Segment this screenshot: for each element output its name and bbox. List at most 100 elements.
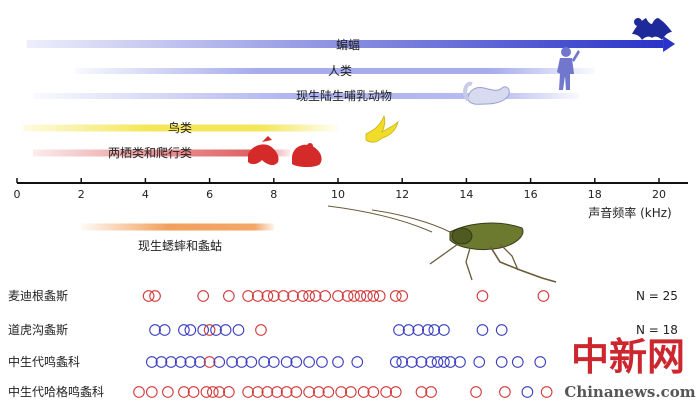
data-point-2-23 [425,356,437,368]
data-point-1-1 [158,324,171,336]
data-point-3-12 [271,386,283,398]
data-point-0-1 [149,290,161,302]
data-point-0-22 [396,290,409,302]
squirrel-silhouette-icon [463,81,510,105]
x-tick-label-4: 4 [142,188,149,201]
data-point-3-17 [322,386,335,398]
data-point-2-20 [396,356,409,368]
data-point-3-28 [521,386,534,398]
x-axis-title: 声音频率 (kHz) [588,205,671,220]
range-arrowhead [663,36,676,52]
data-point-3-11 [261,386,274,398]
data-point-2-19 [389,356,402,368]
data-point-3-2 [162,386,174,398]
data-point-2-4 [184,356,197,368]
data-point-3-25 [425,386,437,398]
data-point-0-17 [354,290,367,302]
human-silhouette-icon [557,47,580,90]
bat-silhouette-icon [632,18,672,40]
data-point-0-10 [296,290,309,302]
data-point-3-1 [145,386,158,398]
data-point-2-6 [203,356,216,368]
x-axis: 0 2 4 6 8 10 12 14 16 18 20 声音频率 (kHz) [14,178,688,220]
data-point-2-31 [534,356,547,368]
x-tick-label-20: 20 [652,188,666,201]
bird-silhouette-icon [365,114,399,143]
range-label-2: 现生陆生哺乳动物 [296,88,392,103]
data-point-2-21 [405,356,418,368]
frog-lizard-silhouette-icon [248,136,322,167]
data-point-3-22 [380,386,393,398]
data-point-2-3 [174,356,187,368]
watermark-brand-en: Chinanews.com [564,383,695,401]
data-point-0-8 [277,290,290,302]
range-label-3: 鸟类 [168,120,192,135]
range-band-2 [33,93,579,99]
series-n-label-0: N = 25 [636,289,678,303]
range-label-0: 蝙蝠 [336,37,360,52]
data-point-2-7 [213,356,226,368]
data-point-0-2 [197,290,210,302]
data-point-0-3 [223,290,235,302]
x-tick-label-2: 2 [78,188,85,201]
data-point-0-18 [361,290,373,302]
data-point-1-5 [203,324,216,336]
data-point-0-4 [242,290,254,302]
series-label-2: 中生代鸣螽科 [8,354,80,369]
data-point-3-6 [206,386,219,398]
data-point-0-19 [367,290,380,302]
data-point-3-15 [303,386,315,398]
data-point-3-8 [223,386,235,398]
data-point-0-16 [348,290,360,302]
data-point-3-24 [415,386,428,398]
data-point-1-8 [232,324,245,336]
katydid-illustration-icon [327,205,557,283]
range-label-5: 现生蟋蟀和螽蛄 [138,238,222,253]
data-point-1-15 [438,324,450,336]
data-point-0-13 [319,290,332,302]
data-point-3-4 [187,386,200,398]
data-point-3-0 [133,386,145,398]
data-point-3-7 [213,386,226,398]
animal-icons [248,18,672,283]
data-point-3-18 [335,386,348,398]
data-point-3-10 [251,386,264,398]
data-point-1-17 [495,324,508,336]
data-point-1-6 [210,324,222,336]
series-label-0: 麦迪根螽斯 [8,289,68,303]
series-label-3: 中生代哈格鸣螽科 [8,384,104,399]
data-point-0-15 [341,290,354,302]
data-point-1-14 [428,324,441,336]
data-point-1-3 [184,324,197,336]
x-tick-label-0: 0 [14,188,21,201]
data-point-1-11 [402,324,415,336]
data-point-2-24 [431,356,444,368]
data-point-3-9 [242,386,254,398]
data-point-2-5 [194,356,206,368]
data-point-1-10 [393,324,405,336]
series-label-1: 道虎沟螽斯 [8,323,68,337]
data-point-3-14 [290,386,303,398]
data-point-3-19 [344,386,357,398]
data-point-2-18 [351,356,364,368]
data-point-0-24 [537,290,550,302]
x-tick-label-8: 8 [270,188,277,201]
range-band-4 [33,149,290,157]
data-point-2-25 [438,356,450,368]
x-tick-label-6: 6 [206,188,213,201]
x-tick-label-18: 18 [588,188,602,201]
series-n-label-1: N = 18 [636,323,678,337]
range-band-1 [74,68,595,74]
data-point-3-27 [499,386,511,398]
data-point-2-29 [495,356,508,368]
data-point-3-3 [178,386,190,398]
data-point-2-28 [473,356,486,368]
range-label-4: 两栖类和爬行类 [108,145,192,160]
data-point-3-29 [540,386,553,398]
data-point-2-14 [290,356,303,368]
data-point-2-30 [511,356,524,368]
x-tick-label-14: 14 [459,188,473,201]
